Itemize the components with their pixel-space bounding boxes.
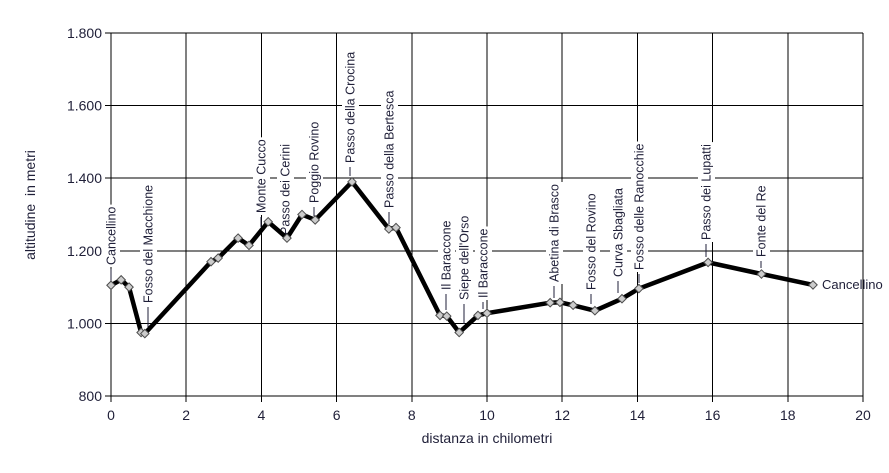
point-label: Siepe dell'Orso bbox=[458, 216, 472, 300]
x-tick-label: 8 bbox=[408, 407, 416, 423]
point-label-background bbox=[753, 183, 770, 259]
point-label: Fosso del Macchione bbox=[142, 185, 156, 303]
x-tick-label: 4 bbox=[258, 407, 266, 423]
data-point-marker bbox=[590, 305, 600, 316]
point-label-group: Monte Cucco bbox=[253, 137, 270, 215]
point-label-group: Cancellino bbox=[103, 204, 120, 267]
point-label-group: Fosso del Macchione bbox=[140, 182, 157, 305]
data-point-marker bbox=[139, 328, 150, 339]
point-label-background bbox=[475, 226, 492, 300]
point-label-group: Fosso delle Ranocchie bbox=[631, 141, 648, 272]
point-label-background bbox=[698, 142, 715, 242]
point-label: Fosso del Rovino bbox=[585, 193, 599, 290]
point-label-background bbox=[277, 141, 294, 237]
data-point-marker bbox=[347, 176, 357, 187]
y-tick-label: 1.200 bbox=[67, 243, 102, 259]
data-point-marker bbox=[244, 240, 254, 251]
point-label: Curva Sbagliata bbox=[612, 188, 626, 277]
x-tick-label: 16 bbox=[705, 407, 721, 423]
x-tick-label: 0 bbox=[107, 407, 115, 423]
point-label-background bbox=[103, 204, 120, 267]
x-tick-label: 14 bbox=[630, 407, 646, 423]
point-label: Fonte del Re bbox=[755, 185, 769, 257]
point-label: Passo dei Cerini bbox=[279, 144, 293, 235]
point-label-group: Il Baraccone bbox=[475, 226, 492, 300]
point-label-background bbox=[140, 182, 157, 305]
data-point-marker bbox=[756, 269, 767, 279]
data-point-marker bbox=[310, 215, 321, 225]
point-label-group: Siepe dell'Orso bbox=[456, 213, 473, 302]
point-label-background bbox=[342, 49, 359, 165]
point-label: Cancellino bbox=[105, 207, 119, 265]
point-label-group: Passo della Bertesca bbox=[381, 88, 398, 210]
point-label-group: Il Baraccone bbox=[438, 218, 455, 292]
point-label-background bbox=[438, 218, 455, 292]
data-point-marker bbox=[263, 216, 274, 227]
point-label-background bbox=[610, 186, 627, 279]
point-label: Il Baraccone bbox=[440, 220, 454, 290]
x-tick-label: 12 bbox=[554, 407, 570, 423]
data-point-marker bbox=[482, 308, 492, 319]
point-label: Poggio Rovino bbox=[308, 122, 322, 203]
x-tick-label: 18 bbox=[780, 407, 796, 423]
data-point-marker bbox=[435, 310, 445, 321]
point-label-group: Poggio Rovino bbox=[306, 119, 323, 205]
data-point-marker bbox=[441, 311, 452, 322]
data-point-marker bbox=[124, 282, 134, 293]
data-point-marker bbox=[473, 310, 483, 321]
data-point-marker bbox=[282, 233, 292, 244]
x-tick-label: 2 bbox=[182, 407, 190, 423]
point-label: Passo della Crocina bbox=[344, 52, 358, 163]
point-label-group: Passo dei Cerini bbox=[277, 141, 294, 237]
x-axis-title: distanza in chilometri bbox=[421, 430, 553, 446]
point-label-group: Passo della Crocina bbox=[342, 49, 359, 165]
data-point-marker bbox=[703, 257, 713, 268]
point-label: Abetina di Brasco bbox=[548, 184, 562, 282]
data-point-marker bbox=[391, 222, 401, 233]
point-label-background bbox=[306, 119, 323, 205]
data-point-marker bbox=[555, 297, 565, 308]
data-point-marker bbox=[808, 280, 818, 290]
point-label-group: Abetina di Brasco bbox=[546, 181, 563, 284]
y-tick-label: 1.000 bbox=[67, 315, 102, 331]
data-point-marker bbox=[545, 297, 556, 308]
point-label: Cancellino bbox=[822, 277, 883, 292]
point-label-background bbox=[381, 88, 398, 210]
data-point-marker bbox=[116, 274, 127, 285]
data-point-marker bbox=[633, 283, 644, 294]
y-tick-label: 1.600 bbox=[67, 98, 102, 114]
data-point-marker bbox=[206, 256, 216, 267]
point-label: Il Baraccone bbox=[477, 228, 491, 298]
x-tick-label: 10 bbox=[479, 407, 495, 423]
point-label: Passo dei Lupatti bbox=[700, 144, 714, 240]
point-label-group: Curva Sbagliata bbox=[610, 186, 627, 279]
point-label-background bbox=[456, 213, 473, 302]
data-point-marker bbox=[106, 280, 116, 291]
y-tick-label: 1.800 bbox=[67, 25, 102, 41]
y-axis-title: altitudine in metri bbox=[22, 150, 38, 260]
y-tick-label: 800 bbox=[79, 388, 103, 404]
data-point-marker bbox=[568, 300, 579, 311]
data-point-marker bbox=[454, 327, 465, 338]
point-label-group: Fosso del Rovino bbox=[583, 191, 600, 292]
x-tick-label: 6 bbox=[333, 407, 341, 423]
point-label: Monte Cucco bbox=[255, 139, 269, 213]
point-label: Passo della Bertesca bbox=[383, 91, 397, 208]
point-label: Fosso delle Ranocchie bbox=[633, 143, 647, 270]
y-tick-label: 1.400 bbox=[67, 170, 102, 186]
point-label-group: Passo dei Lupatti bbox=[698, 142, 715, 242]
point-label-background bbox=[631, 141, 648, 272]
point-label-group: Fonte del Re bbox=[753, 183, 770, 259]
point-label-background bbox=[253, 137, 270, 215]
data-point-marker bbox=[617, 293, 627, 304]
data-point-marker bbox=[233, 233, 243, 244]
point-label-background bbox=[546, 181, 563, 284]
x-tick-label: 20 bbox=[855, 407, 871, 423]
data-point-marker bbox=[297, 209, 307, 220]
data-point-marker bbox=[213, 253, 224, 263]
point-label-background bbox=[583, 191, 600, 292]
